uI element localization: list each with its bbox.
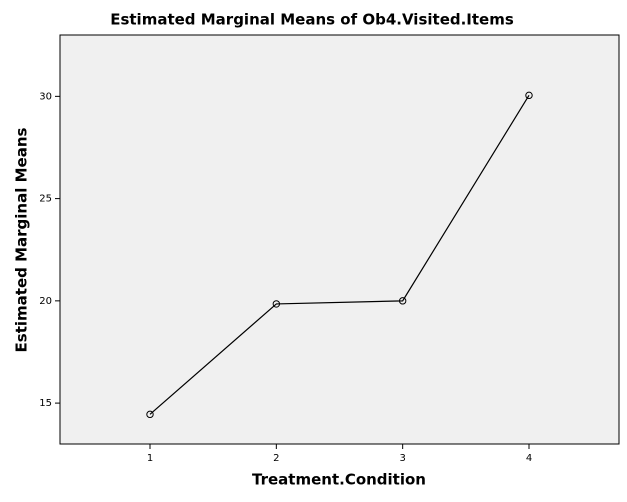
marker: [525, 91, 533, 100]
line: [149, 95, 530, 415]
plot-area: [59, 34, 620, 445]
chart-title: Estimated Marginal Means of Ob4.Visited.…: [110, 11, 514, 29]
marker: [272, 300, 281, 308]
y-tick-label: 30: [39, 91, 52, 102]
x-tick-label: 2: [273, 453, 279, 464]
marker: [146, 410, 154, 419]
y-axis-title: Estimated Marginal Means: [13, 128, 31, 353]
x-tick-label: 4: [526, 453, 532, 464]
y-tick-label: 15: [39, 398, 52, 409]
x-tick-label: 1: [147, 453, 153, 464]
y-tick-label: 25: [39, 194, 52, 205]
y-tick-label: 20: [39, 296, 52, 307]
marker: [398, 297, 407, 305]
x-tick-label: 3: [399, 453, 405, 464]
x-axis-title: Treatment.Condition: [252, 471, 426, 489]
